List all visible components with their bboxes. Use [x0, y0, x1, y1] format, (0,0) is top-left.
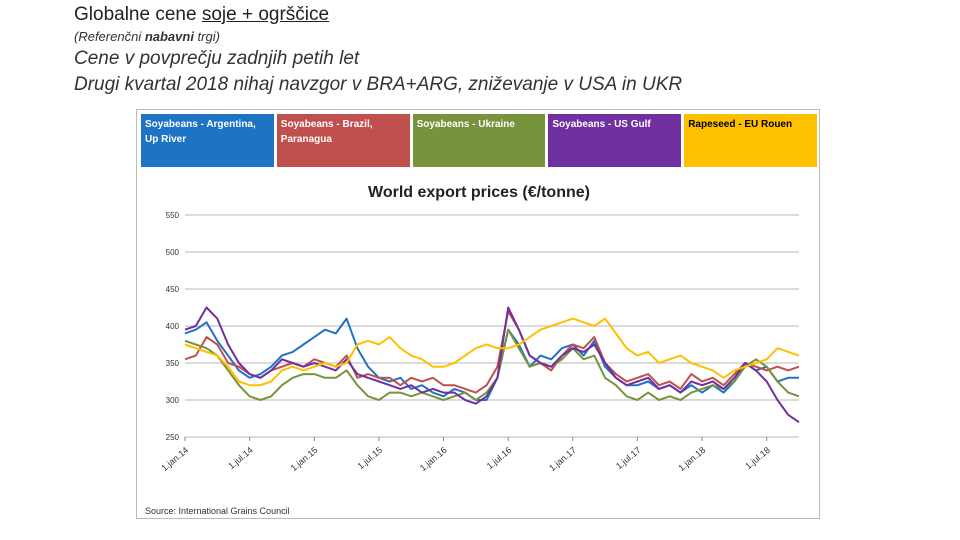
- chart-source: Source: International Grains Council: [145, 506, 290, 516]
- x-tick-label-9: 1.jul.18: [743, 445, 772, 471]
- x-tick-label-8: 1.jan.18: [676, 445, 707, 473]
- y-tick-label-0: 250: [166, 433, 180, 442]
- slide-title-part-b: soje + ogrščice: [201, 4, 330, 25]
- x-tick-label-3: 1.jul.15: [356, 445, 385, 471]
- x-tick-label-7: 1.jul.17: [614, 445, 643, 471]
- y-tick-label-6: 550: [166, 211, 180, 220]
- chart-title: World export prices (€/tonne): [368, 184, 590, 201]
- slide-title: Globalne cene soje + ogrščice: [74, 4, 329, 26]
- x-tick-label-5: 1.jul.16: [485, 445, 514, 471]
- slide-line-1: Cene v povprečju zadnjih petih let: [74, 48, 360, 69]
- legend-entry-2: Soyabeans - Ukraine: [412, 114, 546, 167]
- legend-entry-3: Soyabeans - US Gulf: [548, 114, 682, 167]
- legend-entry-4: Rapeseed - EU Rouen: [684, 114, 817, 167]
- x-tick-label-1: 1.jul.14: [226, 445, 255, 471]
- series-line-4: [184, 317, 800, 387]
- y-tick-label-3: 400: [166, 322, 180, 331]
- y-tick-label-2: 350: [166, 359, 180, 368]
- chart-plot: 250 300 350 400 450 500 550 1.jan.14 1.jul.14 1.j…: [159, 211, 800, 473]
- slide-title-part-a: Globalne cene: [74, 4, 202, 25]
- series-line-1: [184, 310, 800, 394]
- y-tick-label-4: 450: [166, 285, 180, 294]
- y-tick-label-1: 300: [166, 396, 180, 405]
- x-tick-label-2: 1.jan.15: [289, 445, 320, 473]
- y-tick-label-5: 500: [166, 248, 180, 257]
- x-tick-label-6: 1.jan.17: [547, 445, 578, 473]
- legend-entry-0: Soyabeans - Argentina, Up River: [141, 114, 274, 167]
- x-tick-label-0: 1.jan.14: [159, 445, 190, 473]
- subtitle-part-b: nabavni: [144, 29, 194, 44]
- x-tick-label-4: 1.jan.16: [418, 445, 449, 473]
- chart-legend: Soyabeans - Argentina, Up River Soyabeans…: [141, 114, 817, 167]
- subtitle-part-a: (Referenčni: [74, 29, 145, 44]
- slide-line-2: Drugi kvartal 2018 nihaj navzgor v BRA+A…: [74, 74, 683, 95]
- chart-frame: Soyabeans - Argentina, Up River Soyabeans…: [136, 109, 820, 519]
- legend-entry-1: Soyabeans - Brazil, Paranagua: [276, 114, 410, 167]
- subtitle-part-c: trgi): [193, 29, 220, 44]
- slide-subtitle: (Referenčni nabavni trgi): [74, 29, 220, 44]
- series-line-3: [184, 306, 800, 424]
